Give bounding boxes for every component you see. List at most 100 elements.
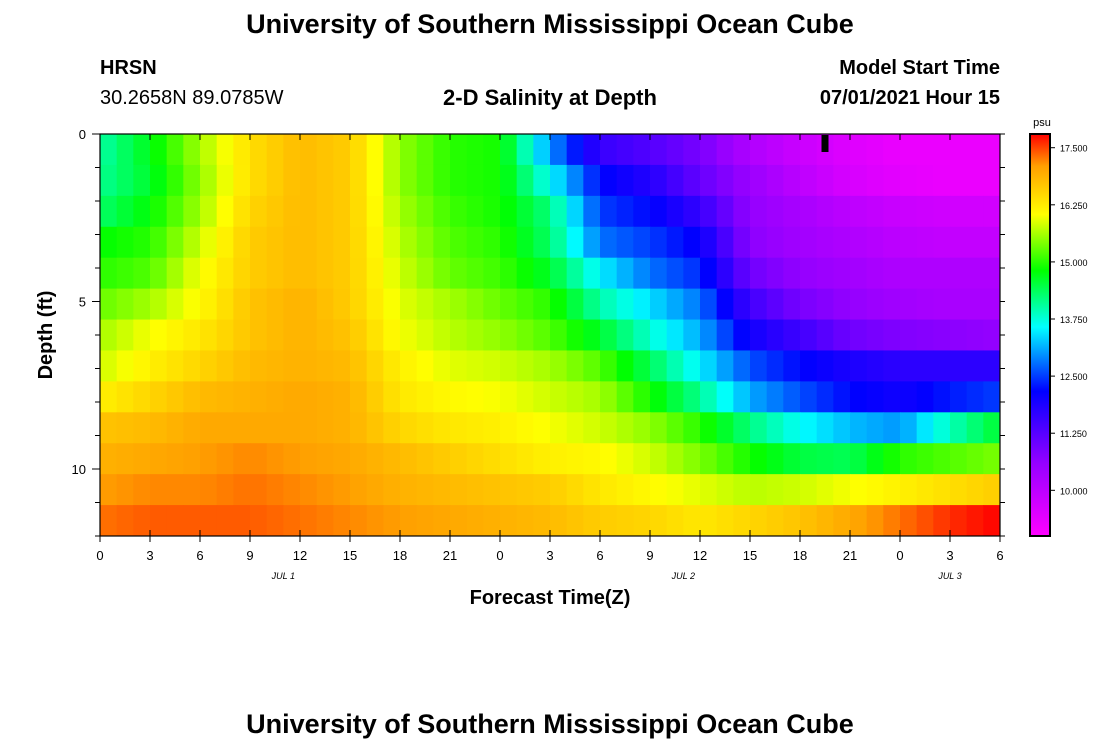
heatmap-cell	[183, 381, 201, 413]
heatmap-cell	[483, 443, 501, 475]
heatmap-cell	[716, 257, 734, 290]
heatmap-cell	[466, 381, 484, 413]
heatmap-cell	[450, 164, 468, 197]
heatmap-cell	[766, 474, 784, 506]
heatmap-cell	[766, 381, 784, 413]
heatmap-cell	[466, 288, 484, 321]
heatmap-cell	[950, 505, 968, 536]
heatmap-cell	[433, 412, 451, 444]
heatmap-cell	[850, 257, 868, 290]
heatmap-cell	[483, 134, 501, 166]
heatmap-cell	[150, 443, 168, 475]
heatmap-cell	[983, 443, 1000, 475]
heatmap-cell	[433, 319, 451, 352]
heatmap-cell	[616, 350, 634, 382]
heatmap-cell	[250, 288, 268, 321]
heatmap-cell	[283, 443, 301, 475]
x-tick-label: 6	[196, 548, 203, 563]
heatmap-cell	[900, 195, 918, 228]
heatmap-cell	[583, 195, 601, 228]
heatmap-cell	[516, 319, 534, 352]
x-tick-label: 15	[743, 548, 757, 563]
heatmap-cell	[550, 381, 568, 413]
heatmap-cell	[233, 319, 251, 352]
heatmap-cell	[700, 350, 718, 382]
heatmap-cell	[316, 195, 334, 228]
heatmap-cell	[266, 381, 284, 413]
heatmap-cell	[133, 134, 151, 166]
heatmap-cell	[600, 164, 618, 197]
heatmap-cell	[350, 164, 368, 197]
heatmap-cell	[583, 134, 601, 166]
heatmap-cell	[733, 195, 751, 228]
heatmap-cell	[400, 319, 418, 352]
heatmap-cell	[533, 257, 551, 290]
heatmap-cell	[383, 319, 401, 352]
heatmap-cell	[433, 164, 451, 197]
heatmap-cell	[383, 381, 401, 413]
heatmap-cell	[800, 474, 818, 506]
heatmap-cell	[583, 412, 601, 444]
heatmap-cell	[116, 134, 134, 166]
heatmap-cell	[566, 319, 584, 352]
heatmap-cell	[633, 195, 651, 228]
heatmap-cell	[650, 412, 668, 444]
heatmap-cell	[566, 288, 584, 321]
heatmap-cell	[333, 288, 351, 321]
heatmap-cell	[650, 195, 668, 228]
heatmap-cell	[916, 412, 934, 444]
heatmap-cell	[500, 350, 518, 382]
heatmap-cell	[316, 164, 334, 197]
heatmap-cell	[100, 257, 118, 290]
heatmap-cell	[333, 134, 351, 166]
heatmap-cell	[266, 288, 284, 321]
x-tick-label: 6	[996, 548, 1003, 563]
heatmap-cell	[283, 226, 301, 259]
heatmap-cell	[816, 505, 834, 536]
heatmap-cell	[950, 412, 968, 444]
heatmap-cell	[416, 134, 434, 166]
heatmap-cell	[533, 319, 551, 352]
heatmap-cell	[616, 164, 634, 197]
model-start-value: 07/01/2021 Hour 15	[819, 87, 1000, 109]
heatmap-cell	[400, 412, 418, 444]
heatmap-cell	[350, 195, 368, 228]
heatmap-cell	[483, 505, 501, 536]
heatmap-cell	[633, 134, 651, 166]
heatmap-cell	[916, 226, 934, 259]
heatmap-cell	[466, 443, 484, 475]
heatmap-cell	[183, 134, 201, 166]
heatmap-cell	[666, 257, 684, 290]
heatmap-cell	[516, 257, 534, 290]
heatmap-cell	[300, 288, 318, 321]
heatmap-cell	[566, 195, 584, 228]
heatmap-cell	[516, 288, 534, 321]
heatmap-cell	[750, 257, 768, 290]
heatmap-cell	[866, 443, 884, 475]
heatmap-cell	[983, 381, 1000, 413]
heatmap-cell	[983, 505, 1000, 536]
heatmap-cell	[166, 443, 184, 475]
heatmap-cell	[800, 443, 818, 475]
heatmap-cell	[300, 195, 318, 228]
heatmap-cell	[900, 381, 918, 413]
heatmap-cell	[250, 257, 268, 290]
heatmap-cell	[683, 505, 701, 536]
heatmap-cell	[116, 257, 134, 290]
colorbar-unit: psu	[1033, 117, 1051, 129]
heatmap-cell	[666, 319, 684, 352]
heatmap-cell	[416, 195, 434, 228]
heatmap-cell	[700, 134, 718, 166]
heatmap-cell	[866, 134, 884, 166]
heatmap-cell	[850, 381, 868, 413]
heatmap-cell	[533, 288, 551, 321]
heatmap-cell	[750, 505, 768, 536]
heatmap-cell	[516, 195, 534, 228]
heatmap-cell	[966, 195, 984, 228]
heatmap-cell	[750, 226, 768, 259]
heatmap-cell	[850, 474, 868, 506]
heatmap-cell	[716, 134, 734, 166]
heatmap-cell	[900, 474, 918, 506]
heatmap-cell	[466, 195, 484, 228]
heatmap-cell	[850, 505, 868, 536]
